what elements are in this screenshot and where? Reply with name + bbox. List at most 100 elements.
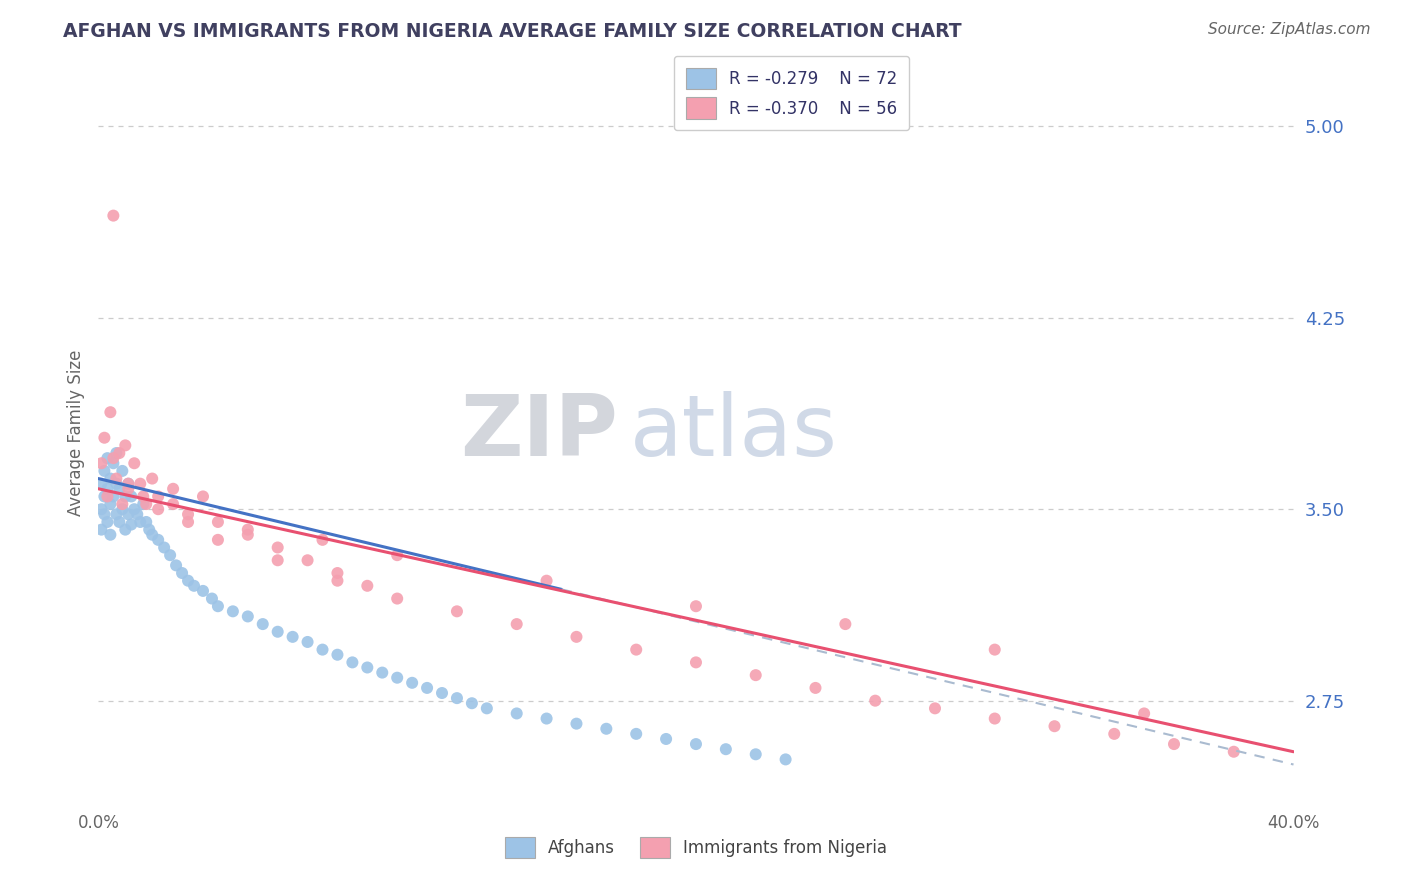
Point	[138, 523, 160, 537]
Point	[177, 574, 200, 588]
Point	[117, 476, 139, 491]
Point	[148, 502, 170, 516]
Point	[342, 656, 364, 670]
Point	[114, 438, 136, 452]
Text: AFGHAN VS IMMIGRANTS FROM NIGERIA AVERAGE FAMILY SIZE CORRELATION CHART: AFGHAN VS IMMIGRANTS FROM NIGERIA AVERAG…	[63, 22, 962, 41]
Point	[103, 209, 125, 223]
Point	[105, 476, 128, 491]
Point	[98, 405, 122, 419]
Point	[153, 541, 176, 555]
Point	[236, 609, 259, 624]
Point	[90, 502, 112, 516]
Point	[1133, 706, 1156, 721]
Point	[326, 648, 349, 662]
Point	[98, 527, 122, 541]
Point	[191, 583, 214, 598]
Point	[114, 490, 136, 504]
Point	[430, 686, 453, 700]
Point	[191, 490, 214, 504]
Point	[162, 482, 184, 496]
Point	[117, 482, 139, 496]
Point	[98, 472, 122, 486]
Point	[177, 508, 200, 522]
Point	[105, 446, 128, 460]
Point	[108, 482, 131, 496]
Point	[96, 451, 118, 466]
Point	[90, 456, 112, 470]
Point	[132, 497, 155, 511]
Point	[506, 617, 529, 632]
Point	[117, 476, 139, 491]
Point	[207, 533, 229, 547]
Point	[385, 671, 409, 685]
Point	[96, 490, 118, 504]
Point	[93, 431, 115, 445]
Point	[93, 464, 115, 478]
Point	[446, 604, 468, 618]
Point	[1043, 719, 1066, 733]
Point	[865, 694, 887, 708]
Point	[1163, 737, 1185, 751]
Point	[135, 497, 157, 511]
Point	[565, 716, 588, 731]
Point	[98, 497, 122, 511]
Point	[595, 722, 617, 736]
Point	[267, 553, 290, 567]
Point	[536, 574, 558, 588]
Point	[834, 617, 856, 632]
Point	[626, 642, 648, 657]
Point	[148, 490, 170, 504]
Point	[124, 456, 146, 470]
Text: Source: ZipAtlas.com: Source: ZipAtlas.com	[1208, 22, 1371, 37]
Point	[236, 527, 259, 541]
Point	[356, 579, 378, 593]
Point	[984, 642, 1007, 657]
Point	[120, 490, 142, 504]
Point	[117, 508, 139, 522]
Point	[385, 548, 409, 562]
Point	[132, 490, 155, 504]
Point	[1104, 727, 1126, 741]
Point	[924, 701, 946, 715]
Point	[626, 727, 648, 741]
Point	[461, 696, 484, 710]
Point	[267, 541, 290, 555]
Point	[236, 523, 259, 537]
Point	[565, 630, 588, 644]
Point	[120, 517, 142, 532]
Point	[108, 515, 131, 529]
Point	[114, 523, 136, 537]
Point	[475, 701, 498, 715]
Point	[685, 737, 707, 751]
Point	[172, 566, 194, 580]
Point	[177, 515, 200, 529]
Point	[385, 591, 409, 606]
Point	[165, 558, 187, 573]
Point	[124, 502, 146, 516]
Point	[685, 599, 707, 614]
Point	[201, 591, 224, 606]
Point	[222, 604, 245, 618]
Point	[129, 476, 152, 491]
Point	[446, 691, 468, 706]
Point	[775, 752, 797, 766]
Point	[297, 635, 319, 649]
Point	[105, 508, 128, 522]
Point	[96, 482, 118, 496]
Point	[297, 553, 319, 567]
Point	[105, 472, 128, 486]
Point	[96, 515, 118, 529]
Point	[311, 642, 333, 657]
Point	[111, 464, 134, 478]
Point	[148, 533, 170, 547]
Point	[108, 446, 131, 460]
Point	[90, 476, 112, 491]
Point	[127, 508, 149, 522]
Point	[103, 490, 125, 504]
Point	[356, 660, 378, 674]
Y-axis label: Average Family Size: Average Family Size	[66, 350, 84, 516]
Text: ZIP: ZIP	[461, 391, 619, 475]
Point	[745, 747, 768, 762]
Point	[111, 497, 134, 511]
Point	[371, 665, 394, 680]
